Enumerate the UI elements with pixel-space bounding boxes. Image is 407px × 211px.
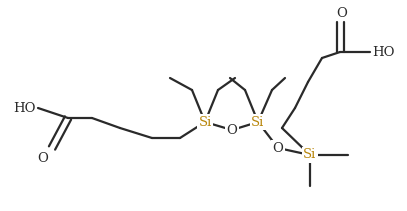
Text: O: O [273, 142, 283, 154]
Text: O: O [227, 123, 237, 137]
Text: Si: Si [252, 115, 265, 128]
Text: O: O [37, 152, 48, 165]
Text: HO: HO [372, 46, 394, 58]
Text: O: O [337, 7, 348, 20]
Text: Si: Si [198, 115, 212, 128]
Text: Si: Si [303, 149, 317, 161]
Text: HO: HO [13, 101, 36, 115]
